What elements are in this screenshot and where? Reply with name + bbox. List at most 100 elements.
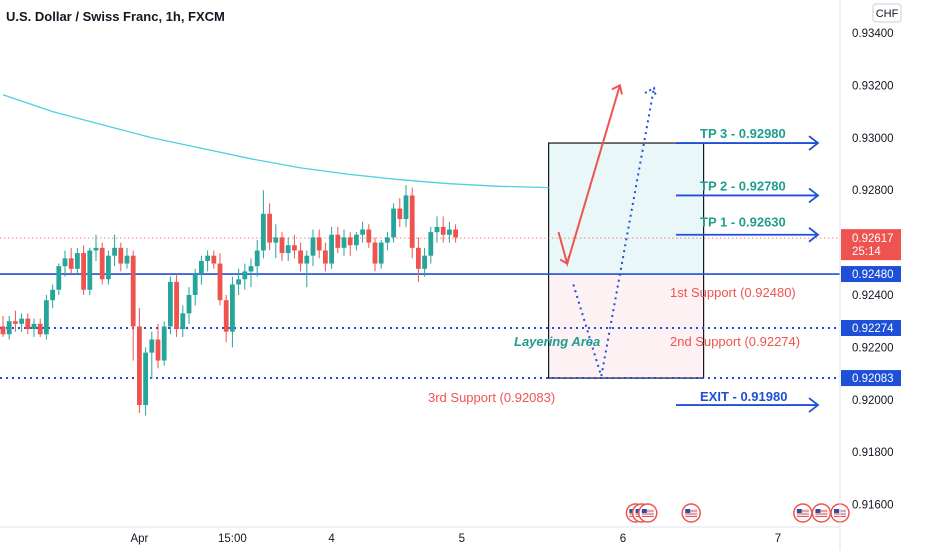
x-tick-label: 6	[620, 533, 626, 545]
candle	[230, 276, 235, 348]
candle-body	[13, 321, 18, 324]
tp-arrow-head	[808, 227, 820, 243]
y-tick-label: 0.93000	[852, 133, 894, 145]
candle-body	[254, 250, 260, 267]
candle	[372, 237, 378, 272]
support2-label: 2nd Support (0.92274)	[670, 334, 800, 349]
candle	[37, 318, 43, 337]
candle-body	[25, 318, 31, 330]
tp-arrow-head	[808, 187, 820, 204]
candle	[155, 323, 161, 369]
x-tick-label: Apr	[130, 533, 148, 545]
candle	[75, 247, 80, 275]
candle	[273, 224, 279, 259]
y-tick-label: 0.93200	[852, 80, 894, 92]
candle	[347, 232, 353, 256]
exit-arrow-head	[808, 397, 820, 413]
candle-body	[440, 226, 446, 235]
level-price-label: 0.92480	[852, 269, 894, 281]
candle	[106, 250, 111, 285]
tp3-label: TP 3 - 0.92980	[700, 126, 786, 141]
layering-zone	[548, 274, 704, 379]
candle-body	[298, 250, 303, 264]
layering-area-label: Layering Area	[514, 334, 600, 349]
candle	[236, 268, 241, 295]
y-tick-label: 0.91600	[852, 500, 894, 512]
candle-body	[192, 274, 198, 295]
arrow-head-up	[611, 83, 623, 95]
candle-body	[6, 321, 12, 335]
candle-body	[341, 237, 347, 248]
candle	[68, 247, 74, 275]
candle-body	[168, 281, 173, 327]
profit-zone	[548, 143, 704, 275]
position-box-frame[interactable]	[547, 142, 705, 379]
exit-label: EXIT - 0.91980	[700, 389, 787, 404]
candle-body	[174, 281, 179, 330]
currency-button-label[interactable]: CHF	[876, 8, 899, 20]
candle	[149, 331, 155, 379]
candle	[409, 187, 415, 259]
current-price-tag	[841, 229, 901, 261]
candle	[199, 255, 204, 285]
candle-body	[279, 237, 285, 254]
candle	[391, 203, 396, 243]
candle-body	[304, 255, 310, 264]
candle	[341, 229, 347, 256]
candle-body	[44, 300, 49, 335]
bar-countdown-label: 25:14	[852, 246, 881, 258]
candle-body	[391, 208, 396, 238]
candle-body	[267, 213, 272, 243]
candle	[440, 216, 446, 243]
y-tick-label: 0.92400	[852, 290, 894, 302]
candle-body	[186, 295, 192, 314]
candle-body	[397, 208, 403, 220]
flag-icon-canton	[815, 509, 821, 513]
candle-body	[118, 247, 124, 264]
candle	[217, 253, 223, 306]
candle-body	[93, 247, 99, 251]
candle	[223, 295, 229, 343]
level-price-label: 0.92083	[852, 373, 894, 385]
economic-event-icon[interactable]	[793, 503, 813, 523]
candle-body	[217, 263, 223, 301]
flag-icon-canton	[641, 509, 647, 513]
candle-body	[75, 253, 80, 269]
currency-button[interactable]: CHF	[872, 3, 902, 23]
candle	[428, 226, 434, 264]
candle	[62, 250, 68, 277]
candle-body	[130, 255, 136, 327]
candle-body	[354, 234, 359, 246]
y-tick-label: 0.92800	[852, 185, 894, 197]
candle-body	[211, 255, 217, 264]
economic-event-icon[interactable]	[681, 503, 701, 523]
economic-event-icon[interactable]	[638, 503, 658, 523]
candle	[366, 224, 372, 248]
flag-icon-canton	[635, 509, 641, 513]
candle-body	[50, 289, 55, 301]
candle-body	[149, 339, 155, 353]
flag-icon-body	[815, 509, 828, 517]
candle-body	[199, 260, 204, 275]
candle-body	[360, 229, 365, 235]
candle-body	[180, 313, 186, 330]
candle	[298, 242, 303, 272]
economic-event-icon[interactable]	[811, 503, 832, 523]
candle-body	[292, 245, 297, 251]
candle-body	[19, 318, 24, 324]
currency-button-frame[interactable]	[872, 3, 902, 23]
projected-dotted-arrow[interactable]	[572, 87, 655, 377]
x-tick-label: 5	[459, 533, 465, 545]
x-tick-label: 4	[328, 533, 335, 545]
candle-body	[409, 195, 415, 248]
candle	[13, 310, 18, 332]
candle	[180, 305, 186, 337]
candle-body	[230, 284, 235, 332]
candle	[137, 308, 142, 413]
candle	[397, 198, 403, 227]
candle-body	[428, 232, 434, 256]
support3-label: 3rd Support (0.92083)	[428, 390, 555, 405]
candle	[31, 318, 37, 337]
